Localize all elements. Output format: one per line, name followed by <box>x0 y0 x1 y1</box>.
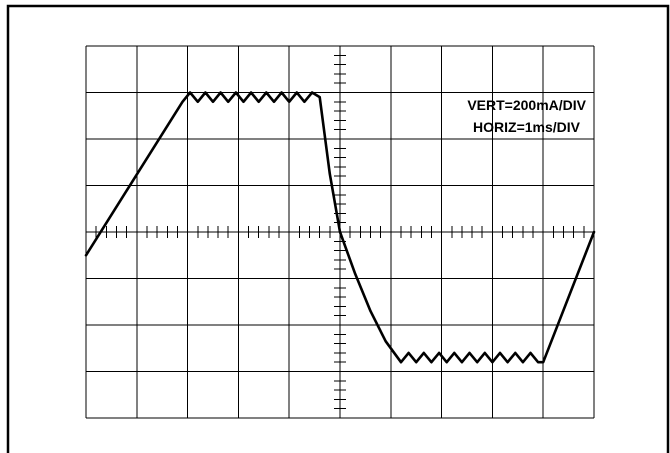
center-axis-ticks <box>95 54 585 410</box>
graticule <box>85 45 595 419</box>
current-waveform-trace <box>84 91 596 364</box>
vertical-scale-label: VERT=200mA/DIV <box>467 97 586 113</box>
horizontal-scale-label: HORIZ=1ms/DIV <box>473 119 581 135</box>
outer-frame <box>6 4 670 453</box>
